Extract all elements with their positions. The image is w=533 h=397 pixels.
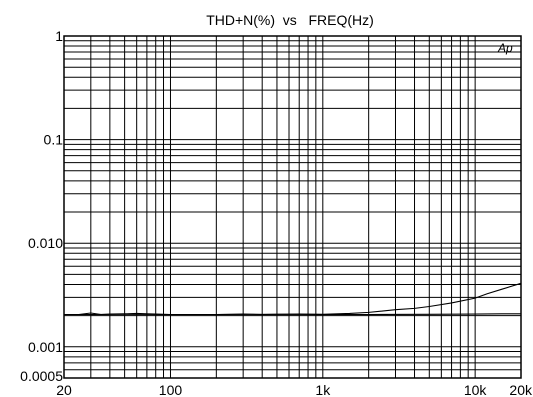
- y-tick-label: 0.1: [44, 132, 64, 148]
- tick-labels: 20 100 1k 10k 20k 1 0.1 0.010 0.001 0.0005: [20, 28, 533, 397]
- series-line-1: [64, 282, 522, 316]
- annotation-label: Ap: [497, 41, 513, 55]
- chart-grid: [63, 35, 522, 379]
- x-tick-label: 10k: [464, 382, 488, 397]
- x-tick-label: 100: [159, 382, 183, 397]
- y-tick-label: 0.0005: [20, 368, 63, 384]
- series-layer: [64, 282, 522, 316]
- chart-title: THD+N(%) vs FREQ(Hz): [206, 12, 374, 28]
- x-tick-label: 1k: [315, 382, 331, 397]
- y-tick-label: 0.010: [28, 235, 63, 251]
- x-tick-label: 20k: [509, 382, 533, 397]
- y-tick-label: 1: [55, 28, 63, 44]
- series-line-2: [64, 313, 521, 316]
- x-tick-label: 20: [56, 382, 72, 397]
- plot-frame: [63, 35, 522, 379]
- y-tick-label: 0.001: [28, 339, 63, 355]
